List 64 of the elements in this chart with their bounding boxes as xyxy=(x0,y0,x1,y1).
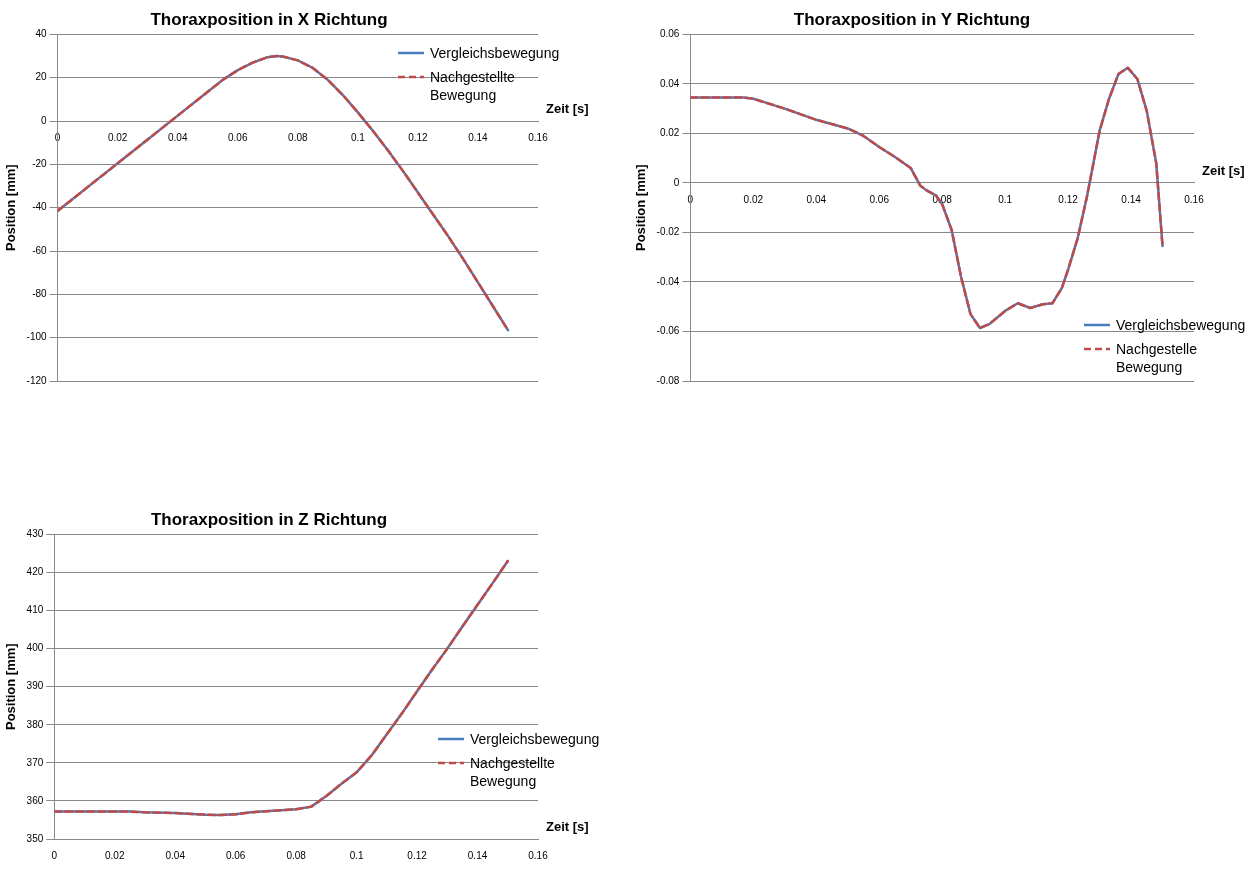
y-tick-label: -120 xyxy=(26,374,48,386)
x-tick-label: 0.1 xyxy=(998,193,1013,205)
x-tick-label: 0.06 xyxy=(869,193,890,205)
y-tick-label: 420 xyxy=(26,566,44,578)
y-tick-label: -40 xyxy=(32,201,48,213)
x-tick-label: 0.14 xyxy=(467,849,488,861)
x-tick-label: 0 xyxy=(51,849,58,861)
y-tick-label: 20 xyxy=(35,71,48,83)
y-tick-label: -0.08 xyxy=(656,374,680,386)
y-tick-label: 0 xyxy=(673,176,680,188)
x-tick-label: 0.02 xyxy=(105,849,125,861)
y-tick-label: -100 xyxy=(26,331,48,343)
y-tick-label: 410 xyxy=(26,604,44,616)
y-tick-label: 0.04 xyxy=(659,77,680,89)
legend-label: Nachgestellte Bewegung xyxy=(430,69,515,103)
x-tick-label: 0.08 xyxy=(286,849,307,861)
x-tick-label: 0.12 xyxy=(407,849,428,861)
y-tick-label: 350 xyxy=(26,832,44,844)
x-tick-label: 0.04 xyxy=(165,849,186,861)
y-axis-title: Position [mm] xyxy=(3,643,19,731)
x-tick-label: 0.12 xyxy=(408,131,429,143)
y-tick-label: 370 xyxy=(26,756,44,768)
y-tick-label: -60 xyxy=(32,244,48,256)
x-tick-label: 0.1 xyxy=(349,849,364,861)
x-tick-label: 0.1 xyxy=(350,131,366,143)
y-tick-label: 0.06 xyxy=(659,28,680,40)
y-tick-label: -80 xyxy=(32,288,48,300)
y-tick-label: 430 xyxy=(26,528,44,540)
x-tick-label: 0.08 xyxy=(288,131,308,143)
chart-title: Thoraxposition in Y Richtung xyxy=(793,9,1031,29)
x-tick-label: 0.16 xyxy=(1184,193,1205,205)
x-axis-title: Zeit [s] xyxy=(1202,162,1245,178)
y-axis-title: Position [mm] xyxy=(633,164,649,252)
legend-label: Vergleichsbewegung xyxy=(470,730,600,748)
y-tick-label: -0.02 xyxy=(656,226,680,238)
x-tick-label: 0.14 xyxy=(468,131,489,143)
x-tick-label: 0.06 xyxy=(228,131,248,143)
x-axis-title: Zeit [s] xyxy=(546,100,589,116)
chart-title: Thoraxposition in X Richtung xyxy=(150,9,388,29)
y-tick-label: -0.06 xyxy=(656,325,680,337)
y-tick-label: 360 xyxy=(26,794,44,806)
legend-label: Nachgestellte Bewegung xyxy=(470,754,556,790)
x-tick-label: 0.02 xyxy=(107,131,128,143)
x-tick-label: 0.16 xyxy=(528,131,549,143)
y-tick-label: 380 xyxy=(26,718,44,730)
y-tick-label: 400 xyxy=(26,642,44,654)
x-tick-label: 0.02 xyxy=(743,193,764,205)
x-tick-label: 0.16 xyxy=(528,849,549,861)
x-tick-label: 0.04 xyxy=(806,193,827,205)
x-tick-label: 0.12 xyxy=(1058,193,1079,205)
y-tick-label: 0 xyxy=(41,114,48,126)
y-tick-label: 40 xyxy=(35,28,48,40)
x-tick-label: 0.14 xyxy=(1121,193,1142,205)
legend-label: Nachgestelle Bewegung xyxy=(1116,340,1198,376)
y-tick-label: -20 xyxy=(32,158,48,170)
y-axis-title: Position [mm] xyxy=(3,164,19,252)
chart-title: Thoraxposition in Z Richtung xyxy=(150,509,388,529)
legend-label: Vergleichsbewegung xyxy=(430,44,560,62)
x-tick-label: 0.04 xyxy=(167,131,188,143)
legend-label: Vergleichsbewegung xyxy=(1116,316,1246,334)
x-axis-title: Zeit [s] xyxy=(546,818,589,834)
x-tick-label: 0.06 xyxy=(225,849,246,861)
y-tick-label: -0.04 xyxy=(656,275,680,287)
y-tick-label: 390 xyxy=(26,680,44,692)
